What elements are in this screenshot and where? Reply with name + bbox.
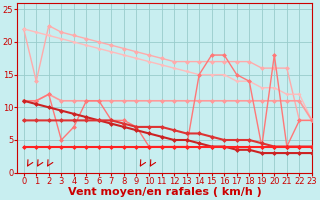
X-axis label: Vent moyen/en rafales ( km/h ): Vent moyen/en rafales ( km/h ) [68,187,261,197]
